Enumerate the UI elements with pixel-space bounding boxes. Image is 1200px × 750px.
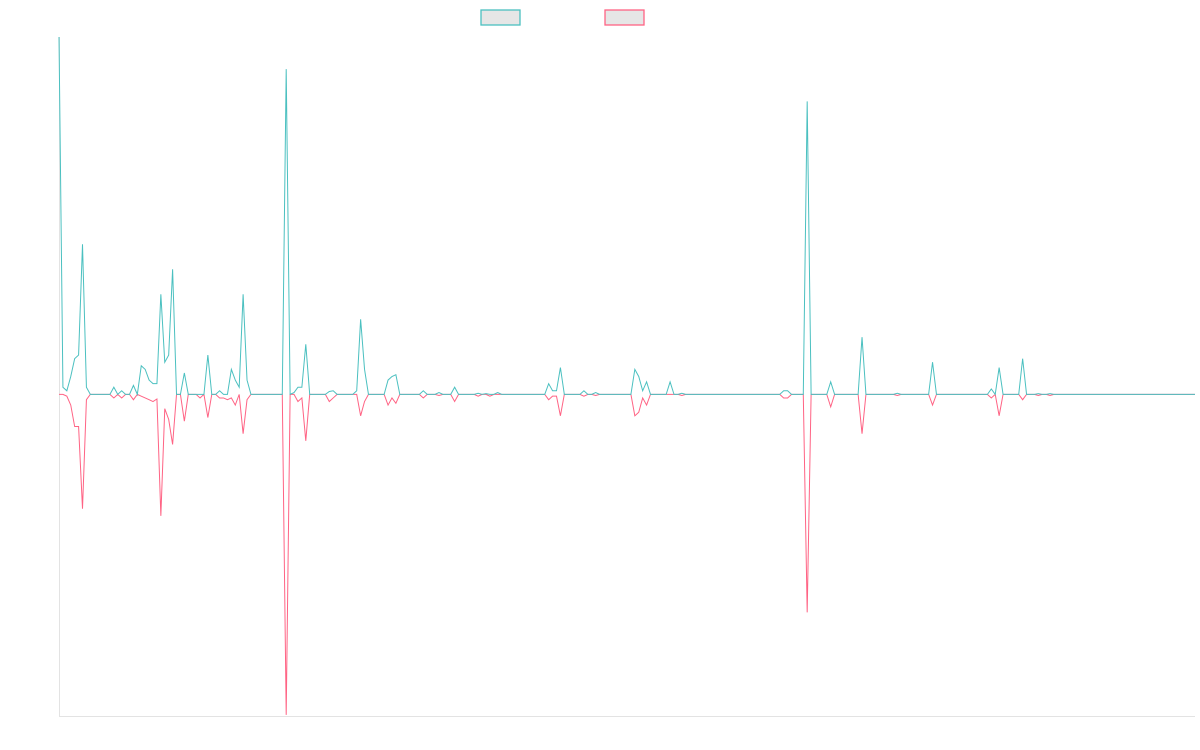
legend-swatch-series-2[interactable] <box>604 9 645 26</box>
series-line-1 <box>58 36 1195 397</box>
series-line-2 <box>59 393 1195 715</box>
series-layer <box>58 36 1195 715</box>
legend-swatch-series-1[interactable] <box>480 9 521 26</box>
legend <box>480 9 645 26</box>
